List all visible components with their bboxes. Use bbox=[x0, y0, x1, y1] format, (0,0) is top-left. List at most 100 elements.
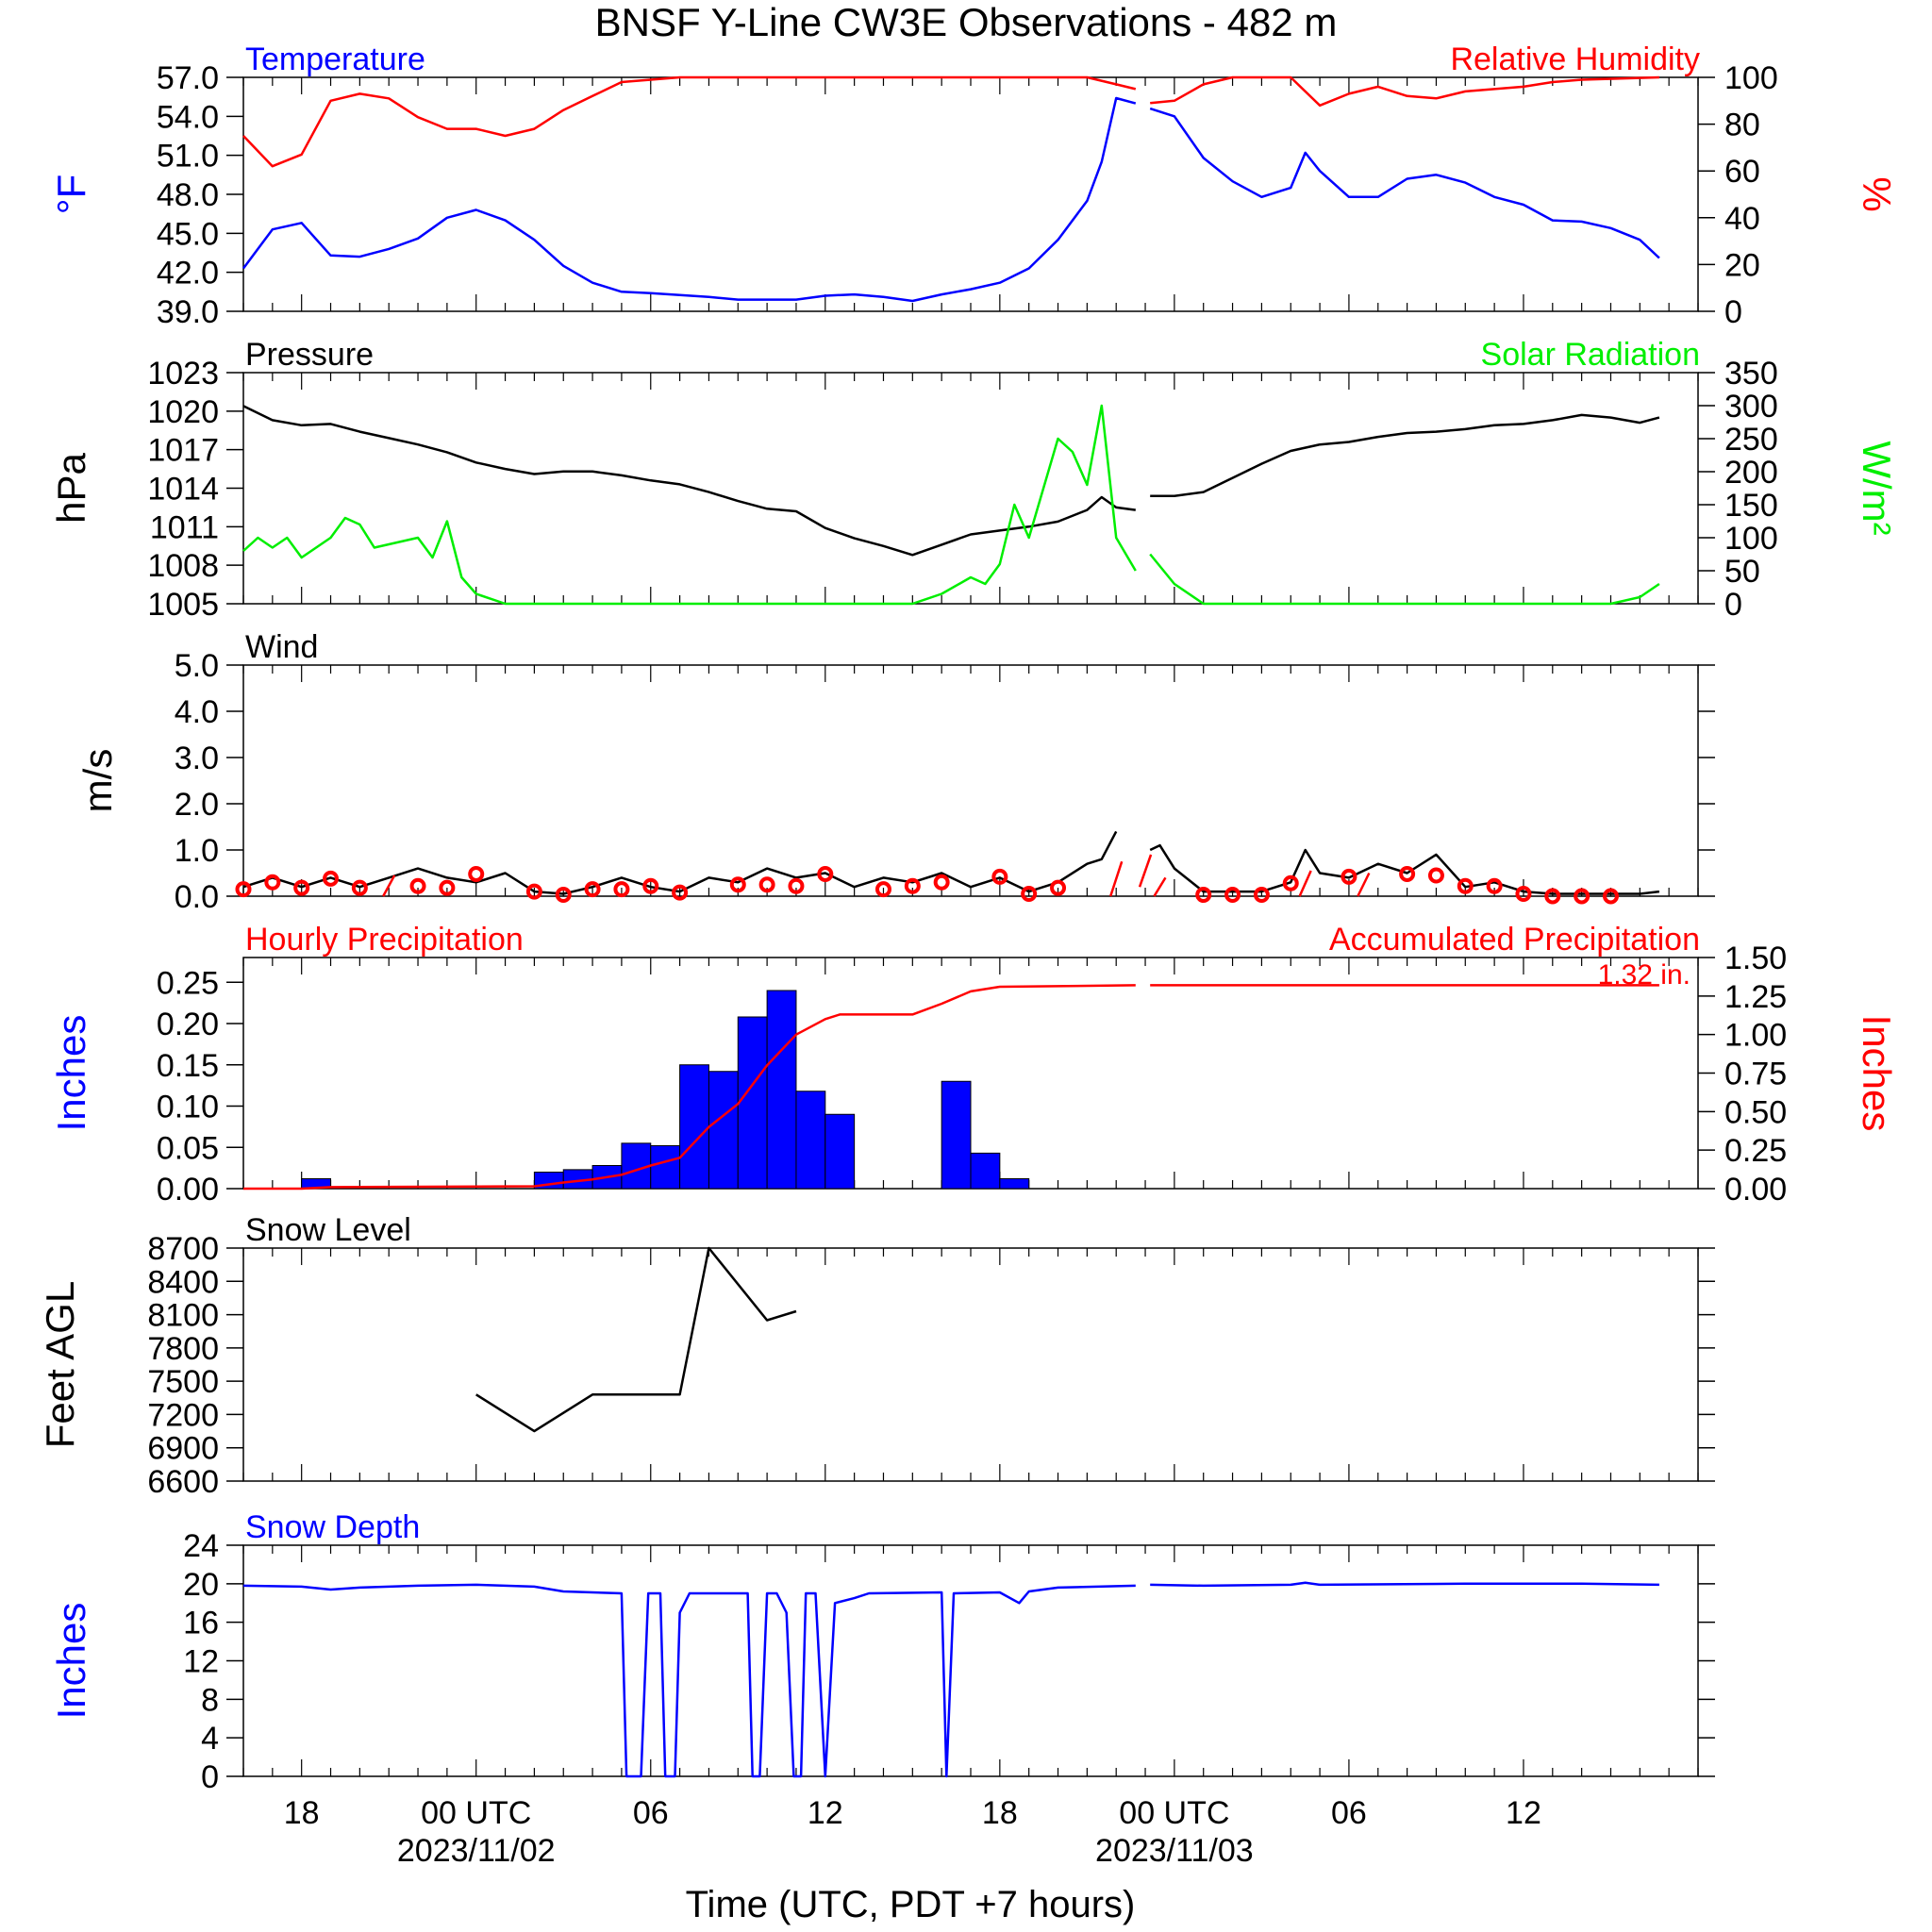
y-tick-label-left: 0.20 bbox=[157, 1007, 219, 1042]
wind-direction-barb bbox=[1109, 860, 1124, 897]
hourly-precip-bar bbox=[708, 1071, 739, 1190]
y-axis-label-right: W/m² bbox=[1855, 441, 1899, 535]
y-tick-label-right: 40 bbox=[1724, 201, 1760, 237]
wind-calm-marker bbox=[642, 877, 659, 894]
y-tick-label-left: 3.0 bbox=[175, 741, 219, 776]
y-tick-label-left: 7500 bbox=[147, 1364, 219, 1400]
y-tick-label-right: 300 bbox=[1724, 389, 1778, 425]
wind-calm-marker bbox=[235, 881, 252, 898]
y-tick-label-left: 1005 bbox=[147, 587, 219, 623]
y-tick-label-left: 1014 bbox=[147, 472, 219, 508]
wind-calm-marker bbox=[525, 883, 542, 900]
y-tick-label-left: 0.00 bbox=[157, 1172, 219, 1208]
y-tick-label-left: 7200 bbox=[147, 1397, 219, 1433]
hourly-precip-bar bbox=[679, 1064, 709, 1190]
y-tick-label-left: 8100 bbox=[147, 1298, 219, 1334]
plot-frame bbox=[242, 76, 1699, 312]
wind-direction-barb bbox=[382, 874, 396, 897]
plot-frame bbox=[242, 664, 1699, 897]
y-tick-label-right: 100 bbox=[1724, 60, 1778, 96]
wind-calm-marker bbox=[1602, 888, 1619, 905]
series-line-snow-level bbox=[475, 1246, 797, 1433]
y-tick-label-left: 24 bbox=[183, 1528, 219, 1564]
y-axis-label-left: Inches bbox=[49, 1015, 93, 1132]
y-tick-label-left: 5.0 bbox=[175, 648, 219, 684]
y-tick-label-left: 8700 bbox=[147, 1231, 219, 1267]
wind-calm-marker bbox=[555, 887, 572, 904]
wind-calm-marker bbox=[1486, 877, 1503, 894]
y-tick-label-right: 250 bbox=[1724, 422, 1778, 458]
hourly-precip-bar bbox=[970, 1152, 1001, 1190]
y-tick-label-left: 45.0 bbox=[157, 216, 219, 252]
y-tick-label-left: 0 bbox=[201, 1759, 219, 1795]
y-tick-label-right: 1.25 bbox=[1724, 979, 1787, 1015]
y-tick-label-right: 150 bbox=[1724, 488, 1778, 524]
wind-calm-marker bbox=[991, 868, 1008, 885]
panel-title-left: Temperature bbox=[245, 42, 425, 77]
series-line-solar-radiation bbox=[242, 404, 1660, 606]
y-tick-label-right: 0.00 bbox=[1724, 1172, 1787, 1208]
y-tick-label-right: 200 bbox=[1724, 455, 1778, 491]
y-tick-label-left: 42.0 bbox=[157, 256, 219, 291]
wind-calm-marker bbox=[1224, 887, 1241, 904]
wind-calm-marker bbox=[351, 879, 368, 896]
wind-calm-marker bbox=[1195, 887, 1212, 904]
wind-calm-marker bbox=[1050, 879, 1067, 896]
x-tick-label: 12 bbox=[1506, 1795, 1541, 1831]
y-tick-label-left: 4 bbox=[201, 1721, 219, 1757]
y-tick-label-left: 4.0 bbox=[175, 694, 219, 730]
series-line-pressure bbox=[242, 405, 1660, 557]
wind-calm-marker bbox=[729, 876, 746, 893]
x-tick-label: 06 bbox=[633, 1795, 669, 1831]
y-tick-label-right: 80 bbox=[1724, 108, 1760, 143]
wind-calm-marker bbox=[788, 877, 805, 894]
y-tick-label-left: 1020 bbox=[147, 394, 219, 430]
series-line-snow-depth bbox=[242, 1581, 1659, 1778]
hourly-precip-bar bbox=[941, 1080, 972, 1190]
panel-title-right: Solar Radiation bbox=[1481, 337, 1700, 373]
y-tick-label-left: 2.0 bbox=[175, 787, 219, 823]
wind-calm-marker bbox=[293, 879, 310, 896]
x-tick-label: 18 bbox=[982, 1795, 1018, 1831]
y-tick-label-left: 54.0 bbox=[157, 99, 219, 135]
panel-title-right: Accumulated Precipitation bbox=[1329, 922, 1700, 958]
wind-calm-marker bbox=[1544, 888, 1561, 905]
wind-calm-marker bbox=[584, 881, 601, 898]
x-tick-label: 06 bbox=[1331, 1795, 1367, 1831]
y-tick-label-left: 0.05 bbox=[157, 1130, 219, 1166]
hourly-precip-bar bbox=[999, 1178, 1030, 1190]
y-tick-label-right: 100 bbox=[1724, 521, 1778, 557]
panel-title-right: Relative Humidity bbox=[1450, 42, 1700, 77]
wind-calm-marker bbox=[264, 874, 281, 891]
y-tick-label-left: 12 bbox=[183, 1644, 219, 1680]
wind-calm-marker bbox=[1341, 868, 1357, 885]
y-tick-label-left: 0.15 bbox=[157, 1048, 219, 1084]
x-tick-label: 18 bbox=[284, 1795, 320, 1831]
y-axis-label-left: Feet AGL bbox=[38, 1281, 82, 1448]
y-tick-label-left: 16 bbox=[183, 1606, 219, 1641]
y-tick-label-left: 1008 bbox=[147, 548, 219, 584]
x-axis-label: Time (UTC, PDT +7 hours) bbox=[686, 1884, 1136, 1925]
panel-temperature-humidity: 39.042.0 45.048.051.0 54.057.0 0 20 40 60 80 100… bbox=[49, 42, 1899, 330]
plot-frame bbox=[242, 1247, 1699, 1482]
y-tick-label-left: 0.0 bbox=[175, 879, 219, 915]
y-tick-label-right: 0 bbox=[1724, 587, 1742, 623]
wind-calm-marker bbox=[1457, 877, 1474, 894]
wind-direction-barb bbox=[1357, 872, 1371, 897]
wind-calm-marker bbox=[1574, 888, 1591, 905]
x-tick-label: 12 bbox=[808, 1795, 843, 1831]
y-axis-label-right: % bbox=[1855, 176, 1899, 211]
wind-calm-marker bbox=[933, 874, 950, 891]
x-date-label: 2023/11/02 bbox=[397, 1833, 556, 1869]
wind-calm-marker bbox=[1021, 886, 1038, 903]
hourly-precip-bar bbox=[650, 1145, 681, 1190]
y-tick-label-right: 60 bbox=[1724, 154, 1760, 190]
wind-calm-marker bbox=[1399, 865, 1416, 882]
series-line-wind bbox=[242, 830, 1660, 895]
panel-title-left: Hourly Precipitation bbox=[245, 922, 524, 958]
y-tick-label-left: 57.0 bbox=[157, 60, 219, 96]
wind-calm-marker bbox=[904, 877, 921, 894]
wind-calm-marker bbox=[1282, 874, 1299, 891]
